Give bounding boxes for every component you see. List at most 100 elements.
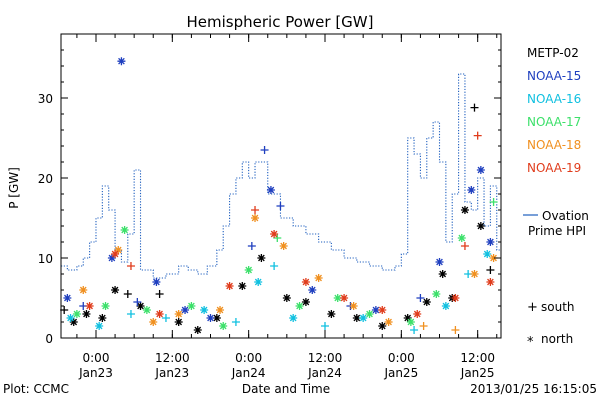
- north-point: [352, 314, 361, 322]
- north-point: [63, 294, 72, 302]
- north-point: [66, 314, 75, 322]
- north-point: [289, 314, 298, 322]
- north-point: [266, 186, 275, 194]
- y-axis-label: P [GW]: [7, 167, 21, 209]
- north-point: [308, 286, 317, 294]
- north-point: [378, 322, 387, 330]
- north-point: [340, 294, 349, 302]
- series-metp-02: [60, 103, 495, 334]
- north-point: [95, 322, 104, 330]
- legend-series-label: METP-02: [527, 46, 579, 60]
- x-tick-time: 0:00: [235, 351, 262, 365]
- x-tick-date: Jan24: [307, 366, 342, 380]
- north-point: [301, 298, 310, 306]
- north-point: [117, 57, 126, 66]
- north-point: [432, 290, 441, 298]
- north-point: [155, 310, 164, 318]
- legend-south-label: south: [541, 300, 575, 314]
- north-point: [470, 270, 479, 278]
- south-point: [126, 310, 135, 318]
- plot-timestamp: 2013/01/25 16:15:05: [470, 382, 597, 396]
- south-point: [486, 266, 495, 274]
- north-point: [365, 310, 374, 318]
- north-point: [476, 166, 485, 174]
- x-tick-date: Jan25: [460, 366, 495, 380]
- north-point: [149, 318, 158, 326]
- south-point: [260, 146, 269, 154]
- south-point: [251, 206, 260, 214]
- north-point: [72, 310, 81, 318]
- north-point: [120, 226, 129, 234]
- x-tick-date: Jan23: [154, 366, 189, 380]
- north-point: [422, 298, 431, 306]
- x-tick-time: 12:00: [460, 351, 495, 365]
- north-point: [295, 302, 304, 310]
- series-noaa-18: [79, 214, 498, 334]
- north-point: [238, 282, 247, 290]
- y-axis-ticks: 0 10 20 30: [38, 49, 501, 346]
- series-noaa-15: [63, 57, 495, 322]
- north-point: [403, 314, 412, 322]
- south-point: [60, 306, 69, 314]
- x-tick-date: Jan24: [231, 366, 266, 380]
- north-point: [98, 314, 107, 322]
- y-tick-label: 20: [38, 172, 53, 186]
- y-tick-label: 10: [38, 252, 53, 266]
- y-tick-label: 0: [45, 332, 53, 346]
- north-point: [152, 278, 161, 286]
- north-point: [107, 254, 116, 262]
- legend-series-label: NOAA-16: [527, 92, 581, 106]
- x-tick-date: Jan25: [383, 366, 418, 380]
- legend: Ovation Prime HPI south + north * METP-0…: [523, 46, 589, 350]
- north-point: [349, 302, 358, 310]
- data-points-layer: [60, 57, 498, 334]
- north-point: [225, 282, 234, 290]
- south-point: [410, 326, 419, 334]
- ovation-legend-line2: Prime HPI: [528, 224, 586, 238]
- north-point: [467, 186, 476, 194]
- legend-south-symbol: +: [527, 300, 538, 315]
- north-point: [314, 274, 323, 282]
- south-point: [231, 318, 240, 326]
- north-point: [114, 246, 123, 254]
- x-tick-time: 0:00: [83, 351, 110, 365]
- south-point: [473, 131, 482, 140]
- north-point: [413, 310, 422, 318]
- north-point: [476, 222, 485, 230]
- north-point: [200, 306, 209, 314]
- north-point: [244, 266, 253, 274]
- north-point: [333, 294, 342, 302]
- north-point: [206, 314, 215, 322]
- legend-north-label: north: [541, 332, 573, 346]
- south-point: [161, 314, 170, 322]
- south-point: [489, 198, 498, 206]
- north-point: [187, 302, 196, 310]
- north-point: [441, 302, 450, 310]
- north-point: [219, 322, 228, 330]
- north-point: [486, 238, 495, 246]
- north-point: [174, 310, 183, 318]
- south-point: [276, 202, 285, 210]
- north-point: [82, 310, 91, 318]
- north-point: [111, 286, 120, 294]
- south-point: [247, 242, 256, 250]
- north-point: [301, 278, 310, 286]
- north-point: [216, 306, 225, 314]
- north-point: [136, 302, 145, 310]
- north-point: [359, 314, 368, 322]
- south-point: [133, 298, 142, 306]
- north-point: [251, 214, 260, 222]
- ovation-line-layer: [61, 73, 501, 279]
- north-point: [279, 242, 288, 250]
- south-point: [460, 242, 469, 250]
- south-point: [155, 290, 164, 298]
- south-point: [270, 262, 279, 270]
- south-point: [321, 322, 329, 330]
- series-noaa-16: [66, 250, 492, 334]
- north-point: [142, 306, 151, 314]
- north-point: [174, 318, 183, 326]
- north-point: [85, 302, 94, 310]
- south-point: [470, 103, 479, 112]
- north-point: [384, 318, 393, 326]
